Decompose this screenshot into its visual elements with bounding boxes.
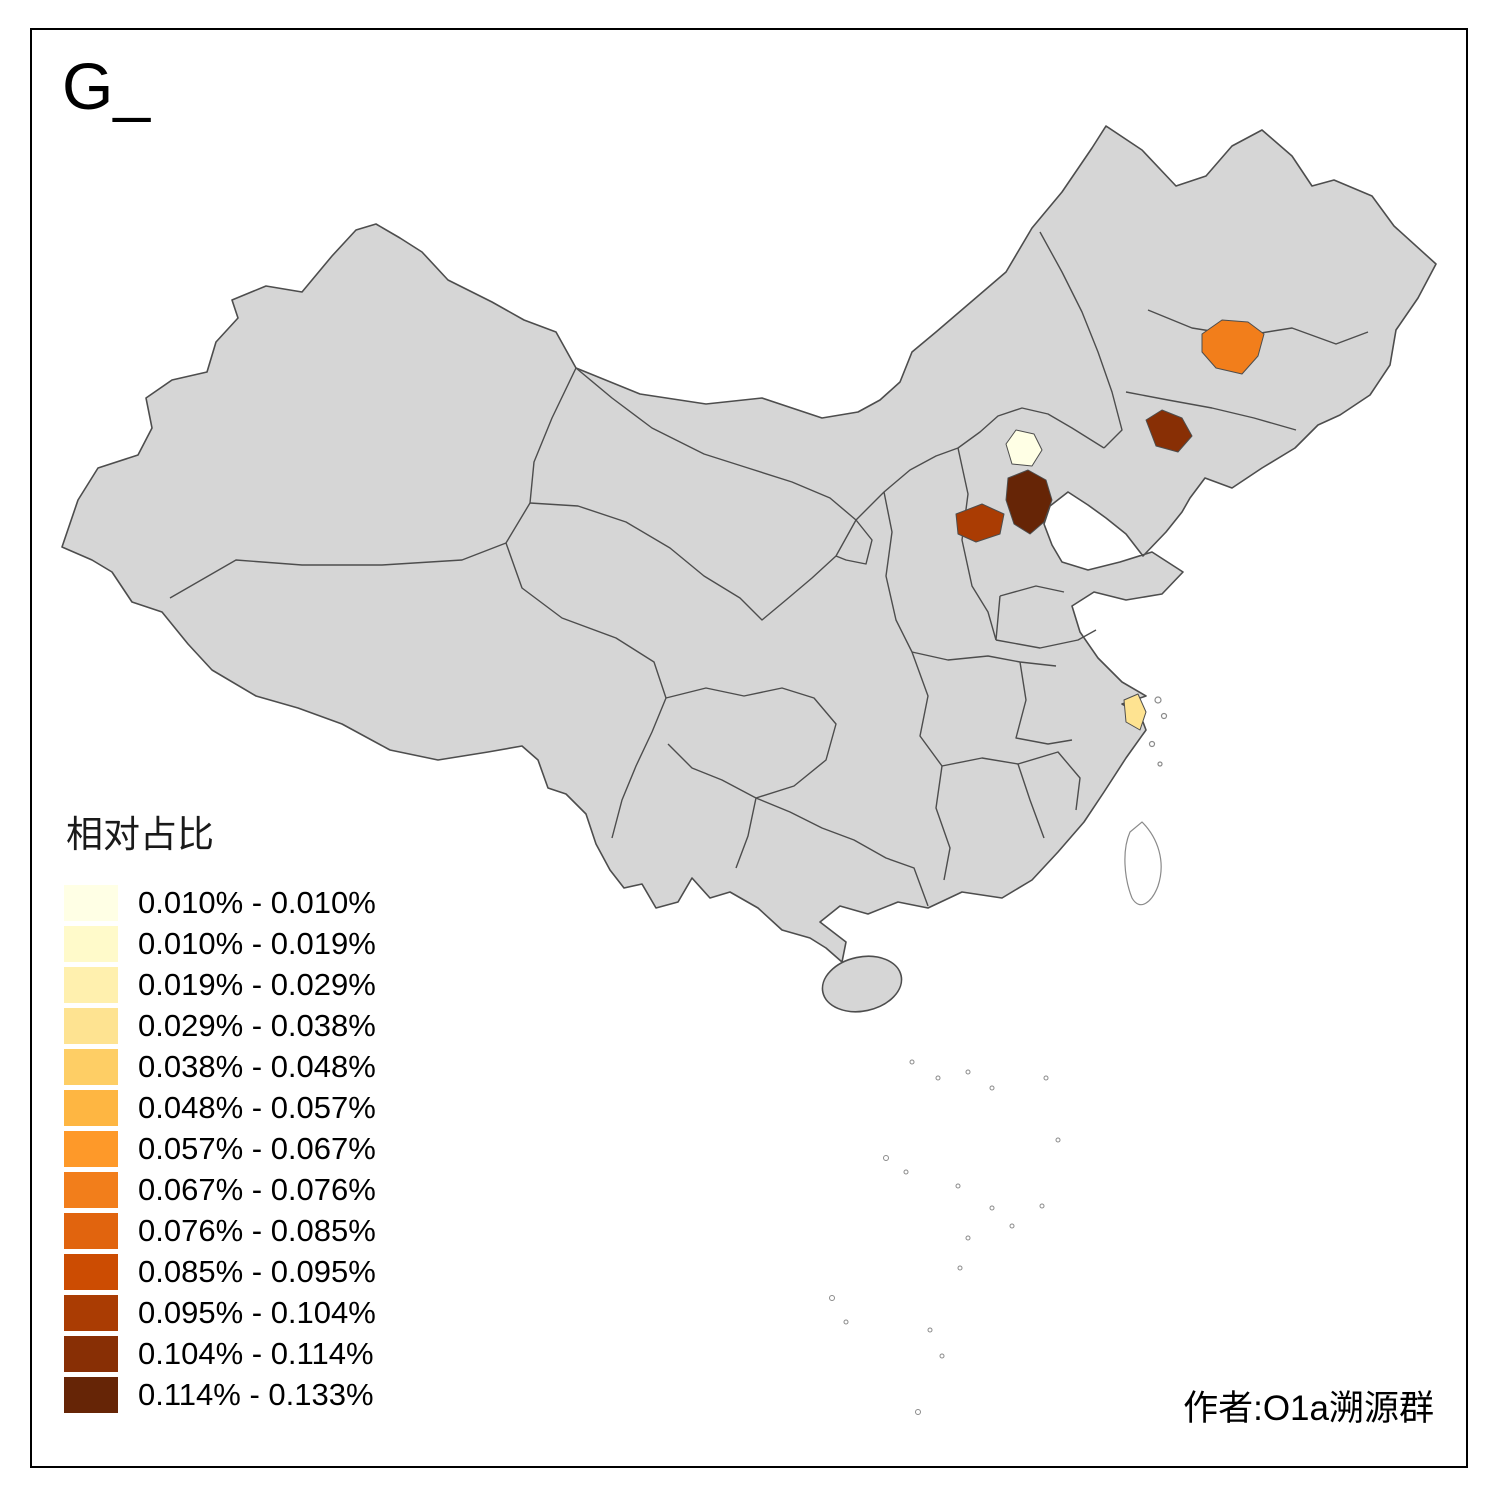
legend-row: 0.085% - 0.095%: [64, 1251, 376, 1292]
legend-swatch: [64, 1130, 118, 1167]
page-title: G_: [62, 49, 151, 123]
legend-swatch: [64, 1376, 118, 1413]
legend-items: 0.010% - 0.010% 0.010% - 0.019% 0.019% -…: [64, 882, 376, 1415]
legend-label: 0.114% - 0.133%: [138, 1376, 374, 1412]
legend-row: 0.057% - 0.067%: [64, 1128, 376, 1169]
legend-label: 0.104% - 0.114%: [138, 1335, 374, 1371]
legend-swatch: [64, 925, 118, 962]
legend-swatch: [64, 1212, 118, 1249]
legend-swatch: [64, 1335, 118, 1372]
highlighted-region-north-a: [1005, 429, 1043, 467]
legend-row: 0.010% - 0.010%: [64, 882, 376, 923]
coastal-islet: [1148, 740, 1156, 748]
legend-label: 0.057% - 0.067%: [138, 1130, 376, 1166]
legend-label: 0.010% - 0.019%: [138, 925, 376, 961]
legend-label: 0.010% - 0.010%: [138, 884, 376, 920]
legend-row: 0.114% - 0.133%: [64, 1374, 376, 1415]
legend-row: 0.010% - 0.019%: [64, 923, 376, 964]
legend-label: 0.085% - 0.095%: [138, 1253, 376, 1289]
south-china-sea-islets: [829, 1059, 1061, 1415]
island-outlines: [1124, 696, 1168, 906]
legend-label: 0.029% - 0.038%: [138, 1007, 376, 1043]
legend-label: 0.067% - 0.076%: [138, 1171, 376, 1207]
legend-row: 0.048% - 0.057%: [64, 1087, 376, 1128]
china-mainland-outline: [61, 125, 1437, 963]
legend-title: 相对占比: [66, 814, 214, 855]
legend-row: 0.019% - 0.029%: [64, 964, 376, 1005]
legend-label: 0.019% - 0.029%: [138, 966, 376, 1002]
land-layer: [61, 125, 1437, 1013]
legend-label: 0.038% - 0.048%: [138, 1048, 376, 1084]
highlighted-region-east-coast: [1123, 693, 1147, 731]
legend: 相对占比 0.010% - 0.010% 0.010% - 0.019% 0.0…: [64, 804, 376, 1415]
legend-row: 0.104% - 0.114%: [64, 1333, 376, 1374]
legend-swatch: [64, 1171, 118, 1208]
legend-swatch: [64, 1007, 118, 1044]
taiwan-island: [1124, 821, 1162, 906]
legend-row: 0.095% - 0.104%: [64, 1292, 376, 1333]
legend-swatch: [64, 966, 118, 1003]
highlighted-region-northeast-b: [1145, 409, 1193, 453]
legend-label: 0.095% - 0.104%: [138, 1294, 376, 1330]
highlighted-regions: [955, 319, 1265, 731]
legend-row: 0.067% - 0.076%: [64, 1169, 376, 1210]
province-borders: [169, 231, 1369, 907]
legend-swatch: [64, 884, 118, 921]
plot-frame: [30, 28, 1468, 1468]
legend-swatch: [64, 1253, 118, 1290]
attribution-text: 作者:O1a溯源群: [1183, 1389, 1434, 1428]
legend-swatch: [64, 1089, 118, 1126]
coastal-islet: [1160, 712, 1168, 720]
coastal-islet: [1157, 761, 1163, 767]
legend-swatch: [64, 1294, 118, 1331]
coastal-islet: [1154, 696, 1162, 704]
legend-row: 0.038% - 0.048%: [64, 1046, 376, 1087]
hainan-island: [821, 955, 903, 1013]
highlighted-region-north-c: [955, 503, 1005, 543]
legend-label: 0.048% - 0.057%: [138, 1089, 376, 1125]
legend-row: 0.076% - 0.085%: [64, 1210, 376, 1251]
highlighted-region-north-b: [1005, 469, 1053, 535]
legend-label: 0.076% - 0.085%: [138, 1212, 376, 1248]
highlighted-region-northeast-a: [1201, 319, 1265, 375]
legend-swatch: [64, 1048, 118, 1085]
legend-row: 0.029% - 0.038%: [64, 1005, 376, 1046]
